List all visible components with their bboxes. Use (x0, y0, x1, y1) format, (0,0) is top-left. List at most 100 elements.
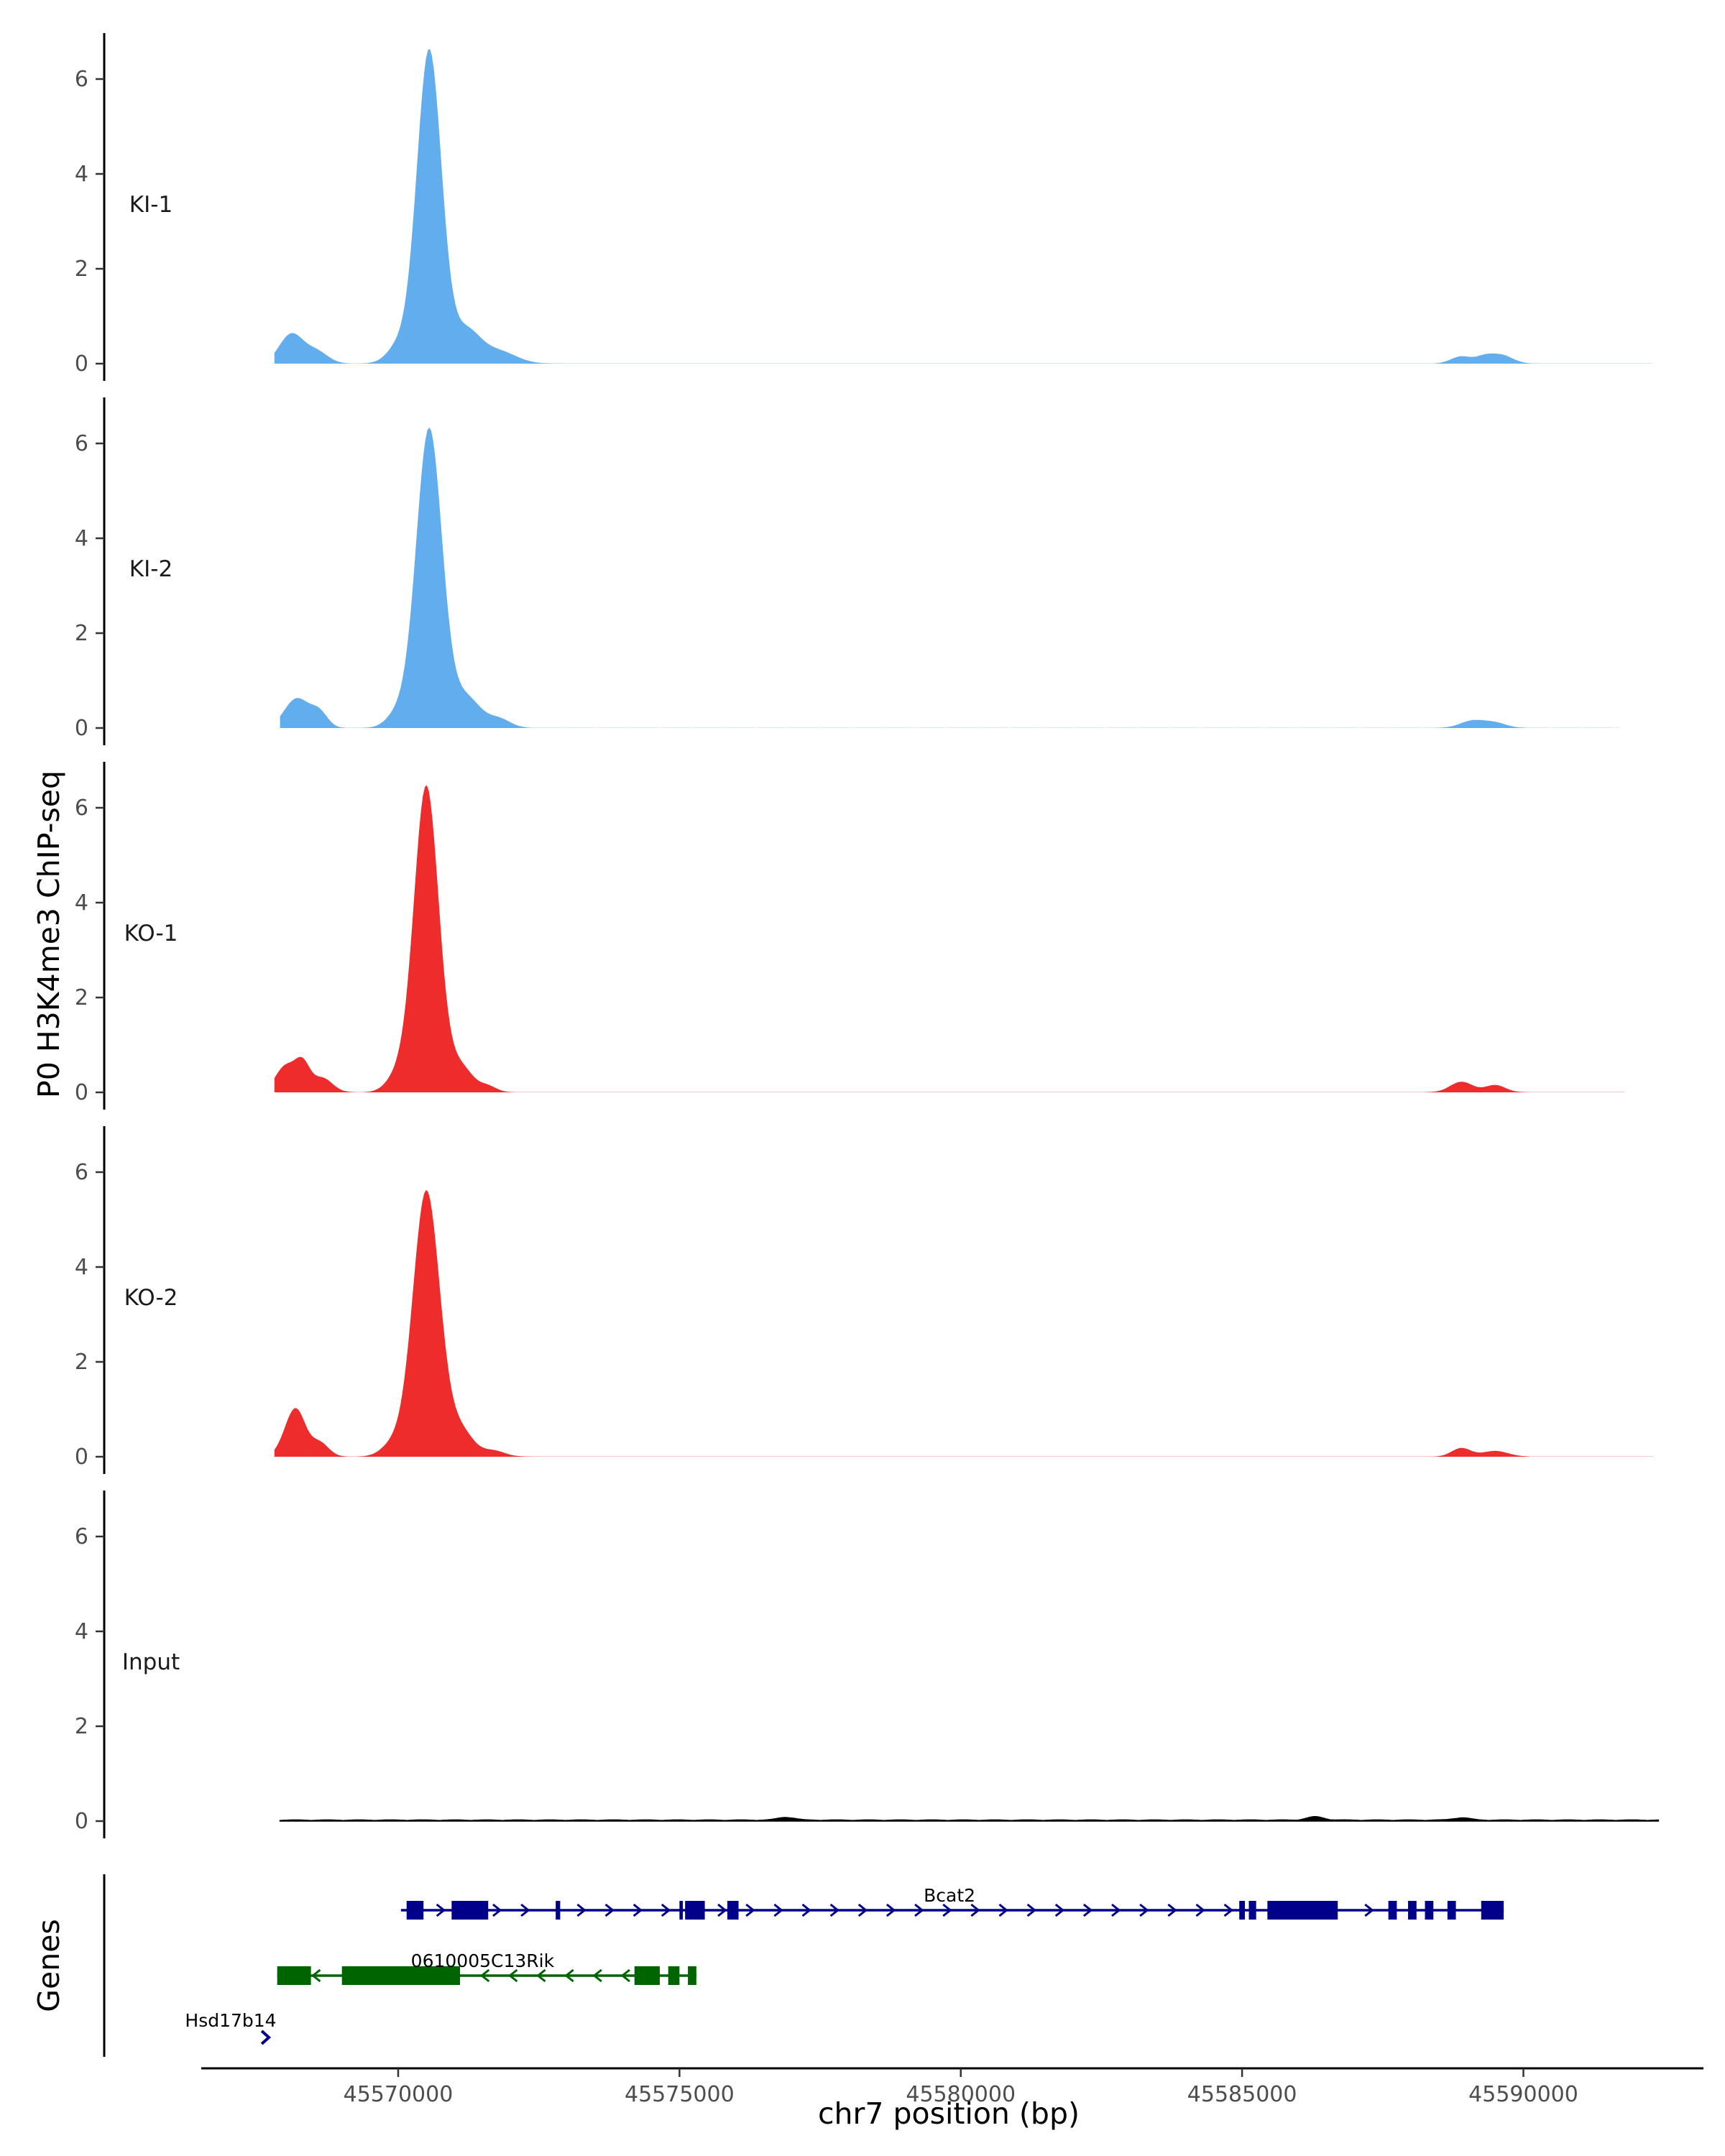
strand-chevron (1082, 1903, 1093, 1917)
strand-chevron (801, 1903, 811, 1917)
y-axis-title: P0 H3K4me3 ChIP-seq (32, 770, 66, 1098)
x-tick-label: 45590000 (1468, 2082, 1578, 2107)
track-label: KO-2 (124, 1285, 178, 1311)
gene-exon (1267, 1901, 1338, 1920)
signal-area (279, 1816, 1660, 1822)
gene-exon (668, 1966, 680, 1985)
gene-exon (277, 1966, 311, 1985)
gene-label: 0610005C13Rik (411, 1950, 555, 1971)
y-tick-label: 6 (75, 67, 88, 92)
x-axis: 45570000 45575000 45580000 45585000 45590000 (201, 2067, 1703, 2107)
gene-exon (1239, 1901, 1246, 1920)
track-label: KI-1 (129, 192, 172, 218)
track-ki-1: 0 2 4 6 KI-1 (75, 33, 1653, 381)
y-tick-label: 6 (75, 796, 88, 821)
gene-label: Hsd17b14 (185, 2010, 276, 2031)
y-tick-label: 4 (75, 526, 88, 551)
gene-label: Bcat2 (924, 1885, 975, 1906)
x-tick-label: 45585000 (1187, 2082, 1297, 2107)
track-label: KI-2 (129, 556, 172, 582)
y-tick-label: 4 (75, 890, 88, 916)
gene-exon (685, 1901, 705, 1920)
strand-chevron (576, 1903, 586, 1917)
gene-exon (1425, 1901, 1434, 1920)
gene-bcat2: Bcat2 (400, 1885, 1504, 1920)
strand-chevron (914, 1903, 924, 1917)
track-input: 0 2 4 6 Input (75, 1491, 1660, 1838)
y-tick-label: 2 (75, 257, 88, 282)
genes-layer: Bcat2 0610005C13Rik Hsd17b14 (103, 1874, 1504, 2057)
signal-area (280, 427, 1619, 728)
x-tick-label: 45575000 (625, 2082, 735, 2107)
strand-chevron (632, 1903, 643, 1917)
genes-axis-title: Genes (32, 1919, 66, 2012)
gene-exon (341, 1966, 461, 1985)
gene-exon (1388, 1901, 1397, 1920)
y-tick-label: 2 (75, 1714, 88, 1739)
strand-chevron (311, 1968, 321, 1983)
track-ko-1: 0 2 4 6 KO-1 (75, 762, 1625, 1110)
strand-chevron (1195, 1903, 1205, 1917)
strand-chevron (508, 1968, 518, 1983)
track-ko-2: 0 2 4 6 KO-2 (75, 1126, 1653, 1474)
gene-exon (406, 1901, 424, 1920)
strand-chevron (886, 1903, 896, 1917)
gene-exon (688, 1966, 696, 1985)
strand-chevron (1054, 1903, 1065, 1917)
strand-chevron (564, 1968, 574, 1983)
gene-exon (451, 1901, 489, 1920)
gene-0610005c13rik: 0610005C13Rik (277, 1950, 696, 1985)
y-tick-label: 0 (75, 716, 88, 741)
signal-area (274, 49, 1653, 364)
y-tick-label: 4 (75, 1619, 88, 1644)
y-tick-label: 0 (75, 1809, 88, 1834)
strand-chevron (829, 1903, 840, 1917)
strand-chevron (717, 1903, 727, 1917)
strand-chevron (1111, 1903, 1121, 1917)
gene-exon (556, 1901, 561, 1920)
strand-chevron (592, 1968, 602, 1983)
strand-chevron (479, 1968, 490, 1983)
signal-area (274, 1189, 1653, 1457)
track-label: Input (122, 1649, 180, 1675)
tracks-layer: 0 2 4 6 KI-1 0 2 4 6 KI-2 0 2 4 6 KO-1 0 2 4 6 KO-2 0 2 4 6 Inpu… (75, 33, 1660, 1838)
y-tick-label: 6 (75, 1160, 88, 1185)
strand-chevron (520, 1903, 530, 1917)
y-tick-label: 6 (75, 1524, 88, 1549)
gene-exon (727, 1901, 739, 1920)
strand-chevron (857, 1903, 868, 1917)
strand-chevron (536, 1968, 546, 1983)
gene-exon (1408, 1901, 1417, 1920)
gene-exon (1447, 1901, 1456, 1920)
strand-chevron (1364, 1903, 1374, 1917)
strand-chevron (620, 1968, 630, 1983)
strand-chevron (1167, 1903, 1177, 1917)
y-tick-label: 6 (75, 431, 88, 456)
strand-chevron (604, 1903, 615, 1917)
gene-exon (1248, 1901, 1256, 1920)
strand-chevron (1223, 1903, 1233, 1917)
strand-chevron (998, 1903, 1008, 1917)
strand-chevron (661, 1903, 671, 1917)
strand-chevron (436, 1903, 446, 1917)
y-tick-label: 0 (75, 1080, 88, 1105)
strand-chevron (970, 1903, 980, 1917)
y-tick-label: 2 (75, 1350, 88, 1375)
gene-exon (634, 1966, 660, 1985)
strand-chevron (942, 1903, 952, 1917)
strand-chevron (492, 1903, 502, 1917)
track-label: KO-1 (124, 921, 178, 946)
strand-chevron (260, 2030, 272, 2045)
y-tick-label: 4 (75, 162, 88, 187)
gene-exon (1481, 1901, 1504, 1920)
strand-chevron (1026, 1903, 1036, 1917)
y-tick-label: 0 (75, 1445, 88, 1470)
strand-chevron (745, 1903, 755, 1917)
track-ki-2: 0 2 4 6 KI-2 (75, 397, 1619, 745)
strand-chevron (1139, 1903, 1149, 1917)
gene-exon (679, 1901, 684, 1920)
x-tick-label: 45580000 (906, 2082, 1016, 2107)
y-tick-label: 2 (75, 985, 88, 1010)
signal-area (274, 785, 1625, 1092)
